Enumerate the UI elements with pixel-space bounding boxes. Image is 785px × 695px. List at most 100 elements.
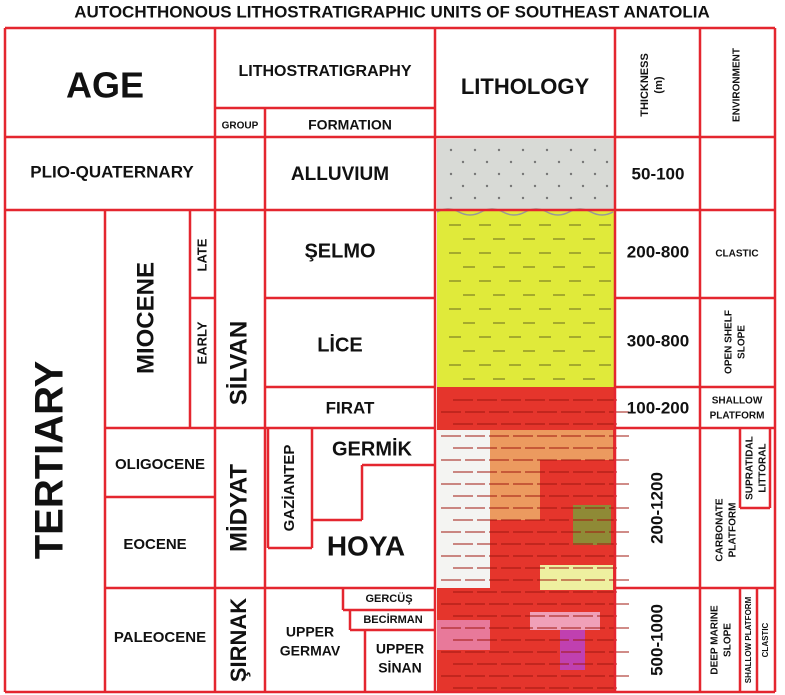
header: LITHOLOGY xyxy=(461,74,590,99)
age: OLIGOCENE xyxy=(115,456,205,473)
orange-unit xyxy=(490,430,613,520)
group: MİDYAT xyxy=(225,464,252,552)
age: TERTIARY xyxy=(28,360,72,559)
dot xyxy=(473,172,477,176)
formation: ALLUVIUM xyxy=(291,164,389,185)
thickness: 50-100 xyxy=(632,164,685,183)
environment: SHALLOW PLATFORM xyxy=(744,596,753,683)
title: AUTOCHTHONOUS LITHOSTRATIGRAPHIC UNITS O… xyxy=(74,2,710,21)
header: (m) xyxy=(653,76,665,93)
formation: BECİRMAN xyxy=(363,613,422,626)
formation: GERMAV xyxy=(280,643,341,659)
dot xyxy=(521,196,525,200)
lithology-pattern xyxy=(441,148,629,689)
dot xyxy=(557,184,561,188)
environment: SLOPE xyxy=(737,325,748,359)
environment: SLOPE xyxy=(723,623,734,657)
formation: ŞELMO xyxy=(304,240,375,262)
dot xyxy=(593,148,597,152)
magenta-unit xyxy=(560,630,585,670)
dot xyxy=(497,172,501,176)
thickness: 200-1200 xyxy=(647,472,666,544)
thickness: 300-800 xyxy=(627,331,689,350)
dot xyxy=(605,184,609,188)
group: SİLVAN xyxy=(225,321,252,405)
formation: UPPER xyxy=(286,624,334,640)
environment: CARBONATE xyxy=(715,498,726,561)
lithology-column xyxy=(436,139,629,691)
dot xyxy=(485,184,489,188)
environment: PLATFORM xyxy=(710,411,765,422)
thickness: 100-200 xyxy=(627,398,689,417)
age: MIOCENE xyxy=(132,262,159,374)
formation: UPPER xyxy=(376,641,424,657)
dot xyxy=(593,196,597,200)
group: ŞIRNAK xyxy=(226,598,251,682)
formation: GERMİK xyxy=(332,437,413,460)
dot xyxy=(581,160,585,164)
dot xyxy=(545,172,549,176)
formation: LİCE xyxy=(317,333,363,356)
formation: FIRAT xyxy=(326,398,375,417)
dot xyxy=(605,160,609,164)
dot xyxy=(509,160,513,164)
dot xyxy=(461,160,465,164)
gray-unit xyxy=(437,139,614,212)
pink-unit xyxy=(437,620,490,650)
dot xyxy=(461,184,465,188)
dot xyxy=(545,196,549,200)
dot xyxy=(497,196,501,200)
header: LITHOSTRATIGRAPHY xyxy=(238,63,411,80)
olive-unit xyxy=(573,505,611,545)
thickness: 200-800 xyxy=(627,242,689,261)
formation: SİNAN xyxy=(378,660,422,676)
dot xyxy=(449,172,453,176)
dot xyxy=(449,196,453,200)
environment: DEEP MARINE xyxy=(710,605,721,675)
dot xyxy=(497,148,501,152)
age: EOCENE xyxy=(123,536,186,553)
dot xyxy=(485,160,489,164)
environment: SHALLOW xyxy=(712,396,763,407)
dot xyxy=(569,148,573,152)
header: AGE xyxy=(66,65,144,106)
dot xyxy=(533,184,537,188)
dot xyxy=(581,184,585,188)
age: LATE xyxy=(194,238,209,271)
formation: GERCÜŞ xyxy=(365,592,412,605)
white-unit xyxy=(437,430,490,588)
environment: OPEN SHELF xyxy=(724,310,735,374)
header: ENVIRONMENT xyxy=(732,48,743,122)
header: GROUP xyxy=(222,121,259,132)
pink-unit xyxy=(530,612,600,630)
dot xyxy=(473,148,477,152)
environment: CLASTIC xyxy=(761,622,770,657)
yellow-unit xyxy=(437,210,614,388)
environment: SUPRATIDAL xyxy=(745,436,756,500)
age: PALEOCENE xyxy=(114,629,206,646)
pale-yellow-unit xyxy=(540,565,613,590)
dot xyxy=(521,148,525,152)
dot xyxy=(593,172,597,176)
dot xyxy=(557,160,561,164)
group: GAZİANTEP xyxy=(281,445,298,532)
header: FORMATION xyxy=(308,117,392,133)
environment: CLASTIC xyxy=(715,249,758,260)
dot xyxy=(473,196,477,200)
age: EARLY xyxy=(194,321,209,364)
dot xyxy=(569,172,573,176)
thickness: 500-1000 xyxy=(647,604,666,676)
dot xyxy=(533,160,537,164)
table-lines xyxy=(3,26,777,694)
dot xyxy=(521,172,525,176)
environment: PLATFORM xyxy=(728,503,739,558)
dot xyxy=(545,148,549,152)
dot xyxy=(569,196,573,200)
age: PLIO-QUATERNARY xyxy=(30,162,194,181)
dot xyxy=(509,184,513,188)
header: THICKNESS xyxy=(639,53,651,117)
environment: LITTORAL xyxy=(758,443,769,492)
dot xyxy=(449,148,453,152)
formation: HOYA xyxy=(327,530,405,561)
